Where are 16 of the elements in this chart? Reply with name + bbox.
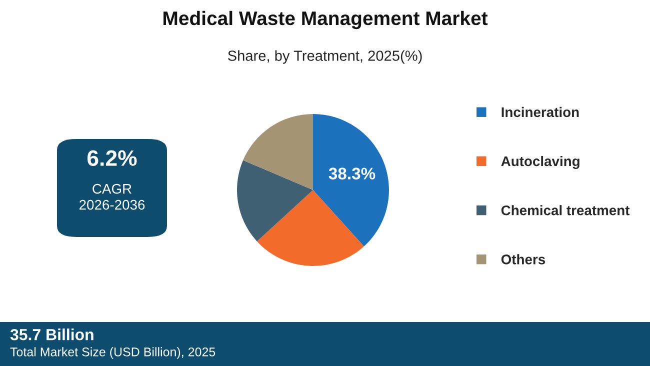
pie-slice — [237, 160, 313, 242]
chart-subtitle: Share, by Treatment, 2025(%) — [228, 50, 422, 64]
chart-title: Medical Waste Management Market — [164, 10, 488, 30]
legend-label: Incineration — [502, 106, 579, 118]
text: CAGR — [92, 184, 132, 194]
pie-slice — [313, 114, 389, 246]
legend-label: Chemical treatment — [501, 205, 630, 216]
data-label: 38.3% — [328, 168, 376, 180]
text: Total Market Size (USD Billion), 2025 — [10, 347, 216, 359]
legend-label: Others — [501, 254, 546, 264]
pie-slice — [243, 114, 313, 190]
text: 6.2% — [87, 150, 137, 166]
legend-label: Autoclaving — [501, 156, 580, 169]
pie-slice — [256, 190, 364, 266]
text: 2026-2036 — [79, 200, 145, 210]
text: 35.7 Billion — [10, 328, 94, 340]
